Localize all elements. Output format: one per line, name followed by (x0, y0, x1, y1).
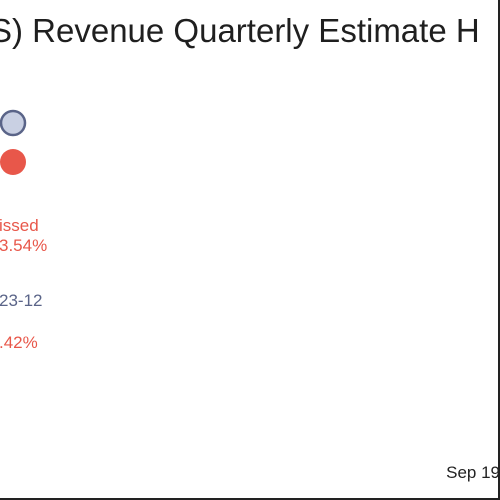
change-percent: .42% (0, 333, 38, 352)
period-label: 23-12 (0, 291, 43, 310)
actual-marker (0, 149, 26, 175)
missed-percent: 3.54% (0, 236, 48, 255)
estimate-marker (0, 109, 27, 137)
x-tick-label: Sep 19 (446, 463, 500, 482)
chart-title: S) Revenue Quarterly Estimate H (0, 12, 480, 49)
missed-label: issed (0, 216, 39, 235)
